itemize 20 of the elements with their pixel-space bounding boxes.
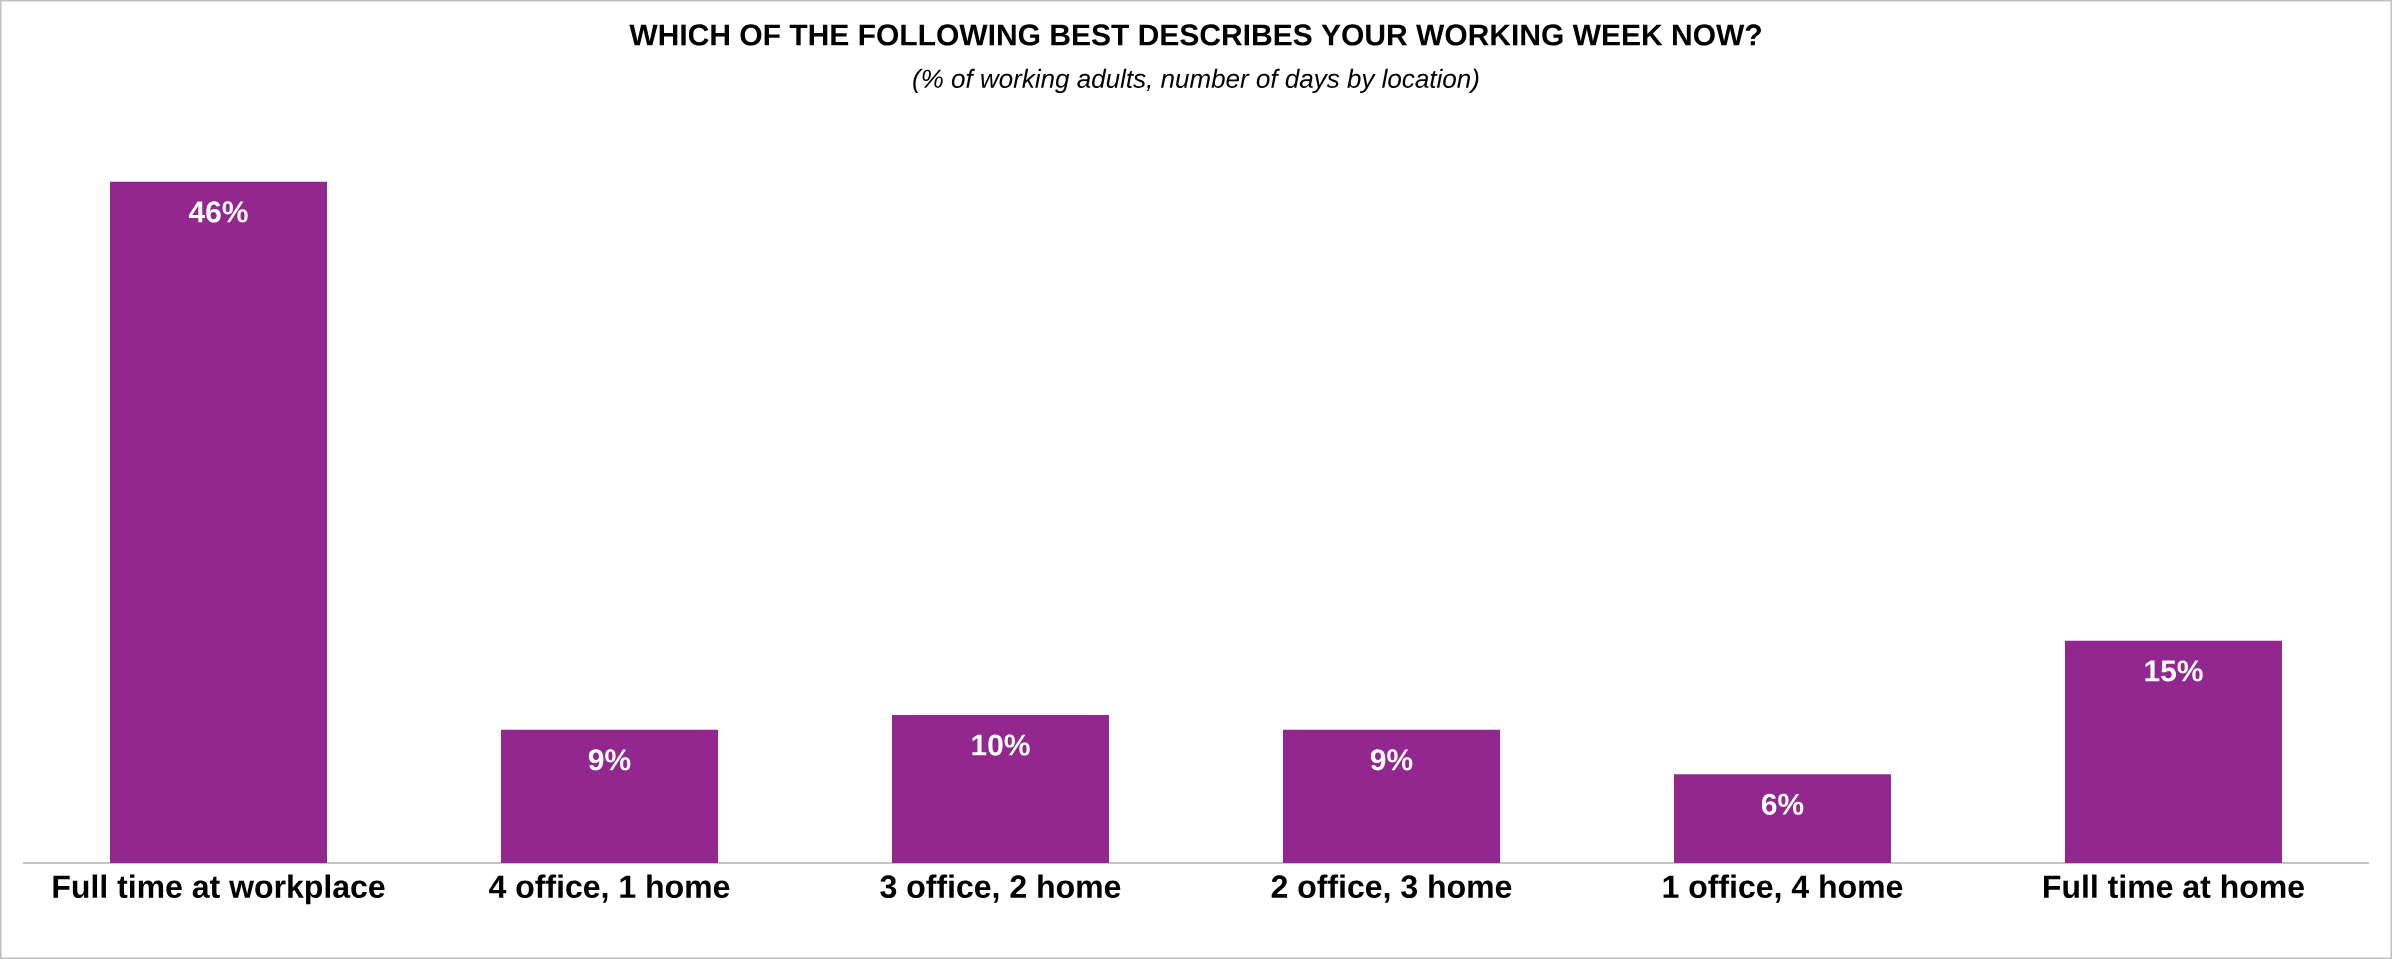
data-label: 9% <box>1370 749 1413 771</box>
x-tick-label: 1 office, 4 home <box>1663 874 1903 903</box>
data-label: 10% <box>972 734 1030 756</box>
bar <box>891 714 1109 863</box>
bar <box>500 729 718 863</box>
data-label: 9% <box>588 749 631 771</box>
data-label: 6% <box>1761 793 1804 815</box>
chart-subtitle: (% of working adults, number of days by location) <box>913 68 1479 94</box>
bar <box>1282 729 1500 863</box>
x-tick-label: 3 office, 2 home <box>880 874 1121 903</box>
chart-title: WHICH OF THE FOLLOWING BEST DESCRIBES YOUR WORKING WEEK NOW? <box>629 24 1761 46</box>
x-tick-label: 4 office, 1 home <box>489 874 730 903</box>
bar <box>1673 774 1891 863</box>
bar <box>2064 640 2282 863</box>
bar <box>110 181 327 863</box>
x-tick-label: 2 office, 3 home <box>1271 874 1512 903</box>
data-label: 15% <box>2145 660 2203 682</box>
x-tick-label: Full time at workplace <box>53 874 385 905</box>
x-tick-label: Full time at home <box>2044 874 2304 899</box>
data-label: 46% <box>188 201 248 223</box>
